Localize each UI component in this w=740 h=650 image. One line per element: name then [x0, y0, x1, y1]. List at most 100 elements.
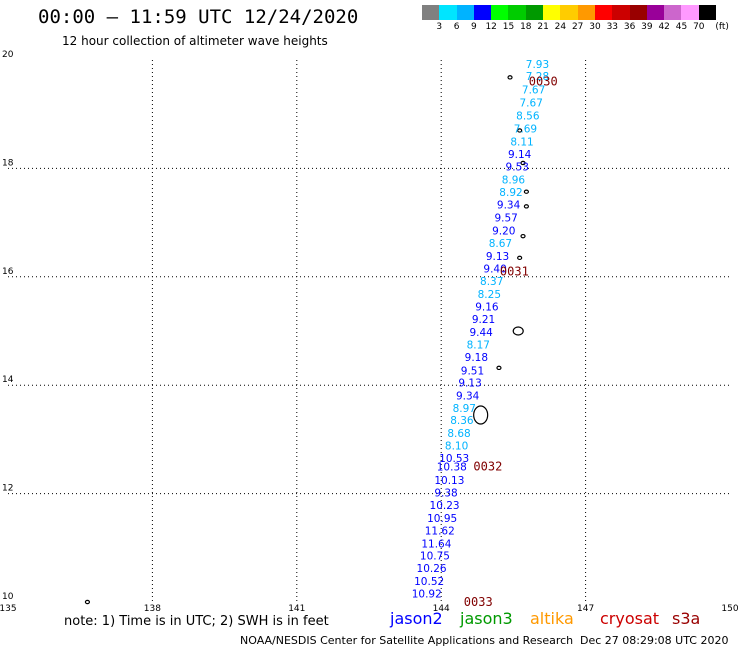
scale-label: 36: [623, 22, 636, 32]
wave-height-value: 8.92: [499, 187, 522, 199]
wave-height-value: 11.62: [425, 525, 455, 537]
y-tick-label: 20: [2, 50, 14, 60]
wave-height-value: 8.96: [502, 175, 526, 187]
wave-height-value: 9.21: [472, 314, 495, 326]
scale-label: 9: [471, 22, 477, 32]
scale-label: 70: [693, 22, 705, 32]
scale-label: 39: [641, 22, 653, 32]
scale-swatch: [473, 5, 492, 20]
x-tick-label: 150: [721, 604, 738, 614]
wave-height-value: 10.26: [417, 563, 447, 575]
color-scale-labels: 3 6 9 12 15 18 21 24 27 30 33 36 39 42 45 70 (ft): [422, 22, 738, 34]
scale-label: 21: [537, 22, 549, 32]
wave-height-value: 8.56: [516, 111, 540, 123]
x-tick-label: 144: [433, 604, 450, 614]
scale-label: 27: [571, 22, 584, 32]
wave-height-value: 9.18: [465, 352, 488, 364]
wave-height-value: 9.53: [506, 162, 529, 174]
wave-height-value: 7.93: [526, 59, 549, 71]
scale-label: 6: [453, 22, 460, 32]
scale-label: 18: [520, 22, 532, 32]
island-outline: [523, 189, 529, 194]
wave-height-value: 8.11: [510, 137, 533, 149]
scale-swatch: [508, 5, 526, 20]
page-title: 00:00 – 11:59 UTC 12/24/2020: [38, 6, 359, 28]
wave-height-value: 10.95: [427, 513, 457, 525]
pass-time-label: 0032: [473, 460, 502, 474]
pass-time-label: 0030: [529, 75, 558, 89]
footer-note: note: 1) Time is in UTC; 2) SWH is in fe…: [64, 614, 329, 629]
scale-label: 45: [675, 22, 688, 32]
scale-swatch: [612, 5, 630, 20]
wave-height-value: 10.23: [430, 500, 460, 512]
y-tick-label: 18: [2, 158, 14, 168]
scale-swatch: [456, 5, 474, 20]
island-outline: [84, 599, 91, 605]
wave-height-value: 9.57: [494, 213, 517, 225]
satellite-jason3: jason3: [460, 609, 513, 628]
wave-height-value: 9.16: [475, 301, 499, 313]
wave-height-value: 8.37: [480, 276, 503, 288]
wave-height-value: 9.38: [434, 487, 457, 499]
wave-height-value: 7.67: [520, 98, 543, 110]
wave-height-value: 9.40: [483, 263, 506, 275]
scale-swatch: [491, 5, 509, 20]
y-tick-label: 16: [2, 267, 14, 277]
wave-height-value: 10.53: [439, 453, 469, 465]
wave-height-value: 8.10: [445, 441, 468, 453]
wave-height-value: 7.67: [522, 85, 545, 97]
scale-swatch: [594, 5, 613, 20]
wave-height-value: 10.13: [434, 475, 464, 487]
scale-label: 24: [554, 22, 567, 32]
page-subtitle: 12 hour collection of altimeter wave hei…: [62, 34, 328, 48]
scale-label: 15: [502, 22, 515, 32]
footer-timestamp: Dec 27 08:29:08 UTC 2020: [580, 634, 729, 647]
wave-height-value: 9.13: [458, 377, 481, 389]
scale-swatch: [577, 5, 595, 20]
wave-height-value: 9.13: [486, 251, 509, 263]
footer-credit: NOAA/NESDIS Center for Satellite Applica…: [240, 634, 574, 647]
wave-height-value: 10.75: [420, 551, 450, 563]
scale-label: 12: [485, 22, 497, 32]
wave-height-value: 9.51: [461, 365, 484, 377]
y-tick-label: 12: [2, 484, 13, 494]
satellite-s3a: s3a: [672, 609, 701, 628]
scale-swatch: [629, 5, 647, 20]
wave-height-value: 10.38: [437, 461, 467, 473]
scale-label: 30: [589, 22, 601, 32]
island-outline: [507, 75, 513, 80]
island-outline: [517, 128, 523, 133]
pass-time-label: 0031: [500, 264, 529, 278]
satellite-cryosat: cryosat: [600, 609, 660, 628]
wave-height-value: 8.68: [447, 428, 470, 440]
wave-height-value: 9.34: [456, 390, 480, 402]
color-scale: [422, 5, 717, 20]
island-outline: [473, 405, 489, 425]
wave-height-value: 9.14: [508, 149, 532, 161]
scale-swatch: [698, 5, 717, 20]
scale-swatch: [664, 5, 682, 20]
satellite-altika: altika: [530, 609, 574, 628]
x-tick-label: 138: [144, 604, 161, 614]
x-tick-label: 147: [577, 604, 594, 614]
wave-height-value: 8.67: [489, 238, 512, 250]
island-outline: [520, 233, 526, 239]
wave-height-value: 11.64: [421, 538, 451, 550]
scale-label: 33: [606, 22, 619, 32]
scale-swatch: [646, 5, 665, 20]
x-tick-label: 141: [288, 604, 305, 614]
island-outline: [517, 255, 523, 261]
wave-height-value: 8.97: [453, 403, 476, 415]
satellite-jason2: jason2: [390, 609, 443, 628]
island-outline: [520, 160, 526, 166]
y-tick-label: 10: [2, 592, 14, 602]
island-outline: [523, 204, 529, 209]
scale-swatch: [439, 5, 457, 20]
wave-height-value: 9.20: [492, 226, 515, 238]
pass-time-label: 0033: [464, 595, 493, 609]
wave-height-value: 7.28: [526, 71, 549, 83]
wave-height-value: 10.52: [414, 576, 444, 588]
scale-label: 42: [658, 22, 670, 32]
y-tick-label: 14: [2, 375, 14, 385]
